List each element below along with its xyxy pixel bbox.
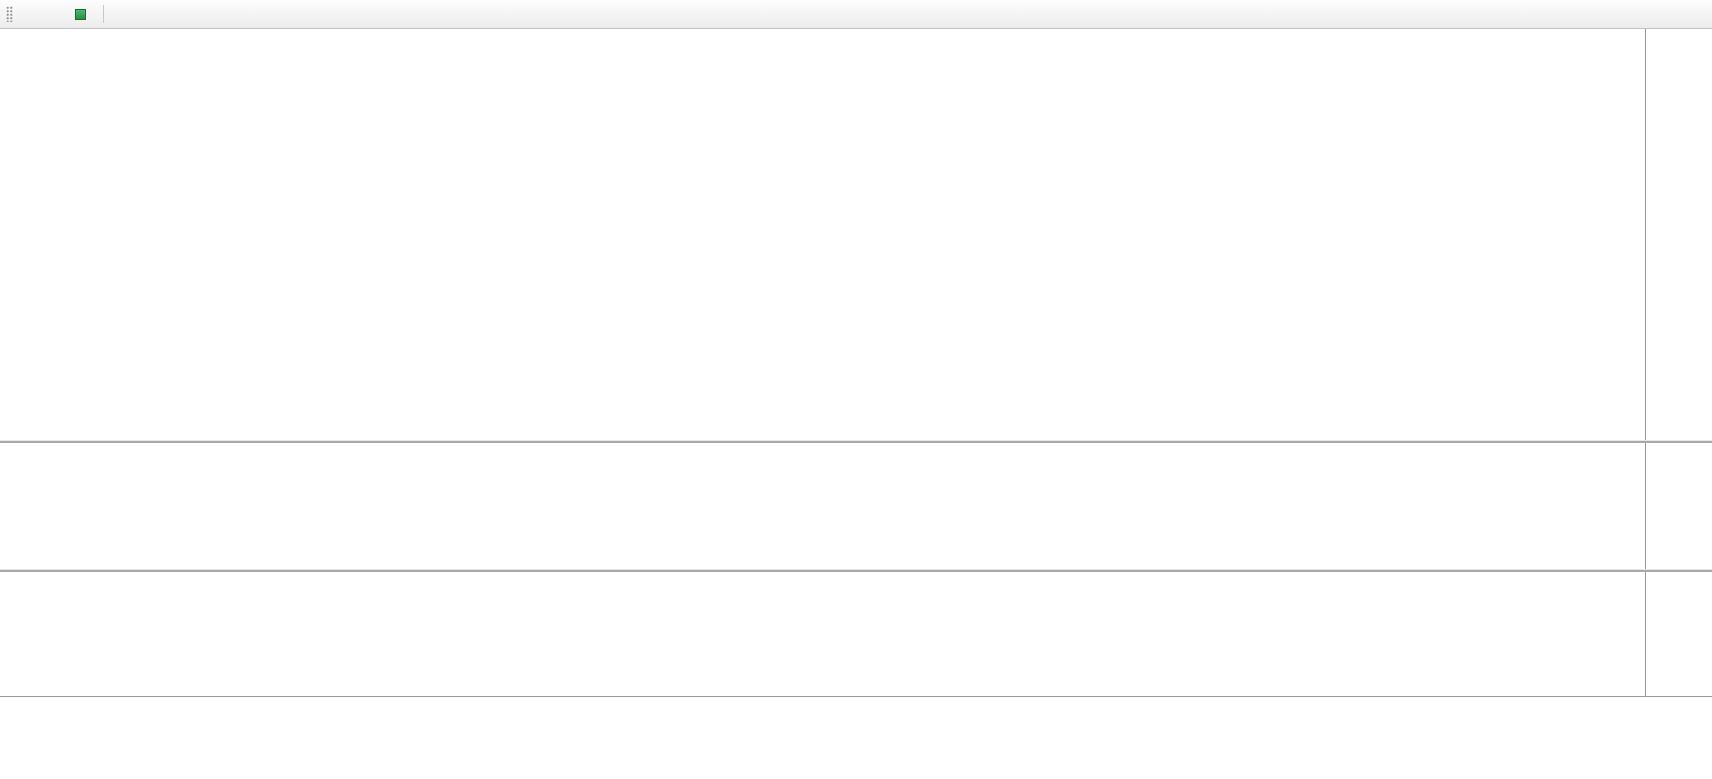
macd-panel[interactable] bbox=[0, 443, 1712, 569]
draw-tools-dropdown[interactable] bbox=[68, 4, 96, 24]
macd-indicator-label bbox=[7, 446, 12, 458]
rsi-panel[interactable] bbox=[0, 572, 1712, 696]
price-axis[interactable] bbox=[1645, 29, 1712, 440]
candlestick-chart[interactable] bbox=[0, 29, 300, 179]
chart-header bbox=[7, 33, 17, 45]
rsi-indicator-label bbox=[7, 575, 12, 587]
macd-chart[interactable] bbox=[0, 443, 300, 593]
text-label-tool-button[interactable] bbox=[44, 4, 66, 24]
rsi-axis[interactable] bbox=[1645, 572, 1712, 696]
window-bottom-filler bbox=[0, 716, 1712, 779]
arrow-text-tool-button[interactable] bbox=[20, 4, 42, 24]
macd-axis[interactable] bbox=[1645, 443, 1712, 569]
toolbar bbox=[0, 0, 1712, 29]
toolbar-separator bbox=[103, 5, 104, 23]
panel-resize-divider[interactable] bbox=[0, 440, 1712, 443]
time-axis[interactable] bbox=[0, 696, 1712, 716]
shape-tool-icon bbox=[75, 8, 86, 20]
toolbar-drag-handle[interactable] bbox=[6, 6, 13, 22]
panel-resize-divider[interactable] bbox=[0, 569, 1712, 572]
main-chart-panel[interactable] bbox=[0, 29, 1712, 440]
